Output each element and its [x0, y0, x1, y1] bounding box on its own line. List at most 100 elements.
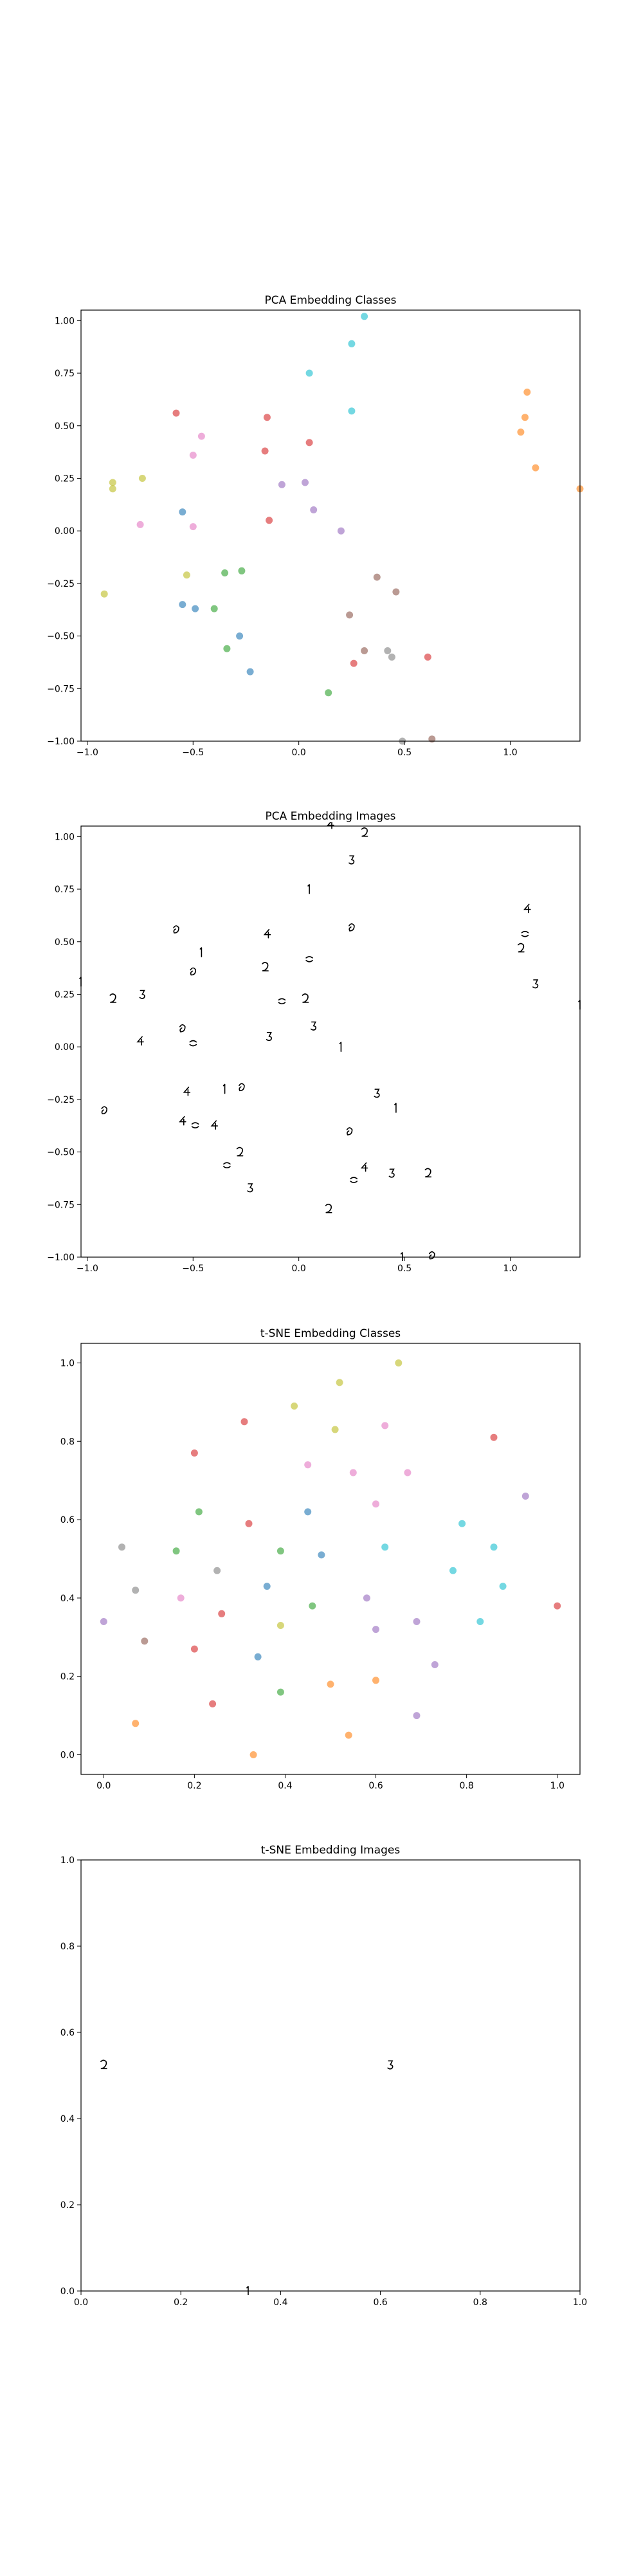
image-marker	[173, 925, 179, 934]
y-tick-label: 0.75	[55, 369, 75, 379]
x-tick-label: 0.2	[174, 2297, 188, 2308]
y-tick-label: 0.75	[55, 885, 75, 895]
y-tick-label: −0.50	[47, 632, 75, 642]
y-tick-label: 0.4	[60, 2114, 75, 2124]
image-marker	[305, 956, 313, 962]
scatter-point	[331, 1426, 339, 1433]
scatter-point	[388, 653, 395, 661]
plot-area	[79, 822, 581, 1261]
scatter-point	[431, 1661, 439, 1668]
y-tick-label: 0.4	[60, 1594, 75, 1604]
scatter-point	[413, 1618, 421, 1625]
y-tick-label: 0.25	[55, 989, 75, 1000]
image-marker	[387, 2060, 394, 2070]
scatter-point	[263, 1583, 271, 1590]
scatter-point	[346, 611, 354, 619]
y-tick-label: −0.25	[47, 579, 75, 589]
y-tick-label: 0.50	[55, 421, 75, 432]
scatter-point	[177, 1594, 185, 1602]
y-tick-label: 0.0	[60, 1751, 75, 1761]
scatter-point	[223, 645, 231, 652]
scatter-point	[245, 1520, 253, 1527]
image-marker	[190, 967, 197, 976]
image-marker	[339, 1042, 342, 1052]
x-tick-label: 0.8	[473, 2297, 487, 2308]
scatter-point	[197, 432, 205, 440]
y-tick-label: 1.0	[60, 1358, 75, 1368]
image-marker	[189, 1040, 197, 1047]
image-marker	[183, 1087, 191, 1096]
x-tick-label: 0.8	[460, 1781, 474, 1791]
scatter-point	[381, 1543, 389, 1551]
scatter-point	[254, 1653, 262, 1661]
axes-frame	[80, 309, 581, 742]
scatter-point	[304, 1461, 312, 1469]
image-marker	[222, 1083, 226, 1094]
scatter-point	[276, 1688, 284, 1696]
y-tick-label: 0.00	[55, 1042, 75, 1053]
scatter-point	[554, 1602, 561, 1610]
image-marker	[307, 884, 310, 894]
scatter-point	[218, 1610, 226, 1617]
axes-frame	[80, 1343, 581, 1775]
scatter-point	[350, 659, 358, 667]
scatter-point	[336, 1379, 343, 1386]
tsne-classes-chart: t-SNE Embedding Classes 0.0 0.2 0.4 0.6 0.8 1.…	[60, 1327, 581, 1791]
image-marker	[262, 962, 269, 971]
scatter-point	[309, 1602, 316, 1610]
y-tick-label: 1.00	[55, 316, 75, 326]
scatter-point	[424, 653, 431, 661]
chart-title: t-SNE Embedding Images	[261, 1844, 401, 1857]
pca-images-chart: PCA Embedding Images −1.0 −0.5 0.0 0.5 1.0 −1.…	[47, 810, 581, 1274]
image-marker	[236, 1146, 244, 1157]
scatter-point	[278, 481, 285, 488]
image-marker	[239, 1083, 245, 1092]
scatter-point	[348, 407, 356, 415]
scatter-point	[517, 428, 525, 436]
chart-title: PCA Embedding Classes	[264, 294, 396, 307]
scatter-point	[195, 1508, 203, 1516]
image-marker	[210, 1120, 219, 1130]
scatter-point	[521, 414, 529, 421]
scatter-point	[118, 1543, 125, 1551]
image-marker	[349, 855, 355, 865]
x-tick-label: 0.4	[273, 2297, 287, 2308]
axes-frame	[80, 1859, 581, 2292]
scatter-point	[337, 527, 345, 535]
scatter-point	[189, 523, 197, 531]
image-marker	[223, 1162, 231, 1168]
x-tick-label: 0.5	[397, 748, 412, 758]
scatter-point	[392, 588, 400, 596]
x-tick-label: 0.4	[278, 1781, 292, 1791]
x-tick-label: 0.0	[96, 1781, 111, 1791]
image-marker	[199, 947, 203, 957]
y-tick-label: 0.2	[60, 2200, 75, 2211]
scatter-point	[179, 601, 186, 609]
scatter-point	[240, 1418, 248, 1426]
image-marker	[191, 1122, 199, 1128]
image-marker	[518, 943, 525, 953]
scatter-point	[532, 464, 539, 472]
x-tick-label: 0.6	[373, 2297, 387, 2308]
image-marker	[388, 1168, 395, 1178]
scatter-point	[458, 1520, 466, 1527]
scatter-point	[109, 479, 116, 486]
y-tick-label: 0.25	[55, 474, 75, 484]
image-marker	[532, 979, 539, 989]
scatter-point	[345, 1731, 352, 1739]
image-marker	[346, 1127, 353, 1136]
scatter-point	[266, 517, 273, 524]
y-tick-label: 0.6	[60, 1515, 75, 1525]
image-marker	[101, 1106, 108, 1115]
scatter-point	[291, 1403, 298, 1410]
image-marker	[394, 1103, 397, 1113]
image-marker	[263, 928, 271, 939]
scatter-point	[179, 508, 186, 516]
y-tick-label: 0.2	[60, 1672, 75, 1682]
scatter-point	[305, 369, 313, 377]
axes-frame	[80, 825, 581, 1258]
scatter-point	[190, 1645, 198, 1653]
image-marker	[266, 1032, 272, 1042]
